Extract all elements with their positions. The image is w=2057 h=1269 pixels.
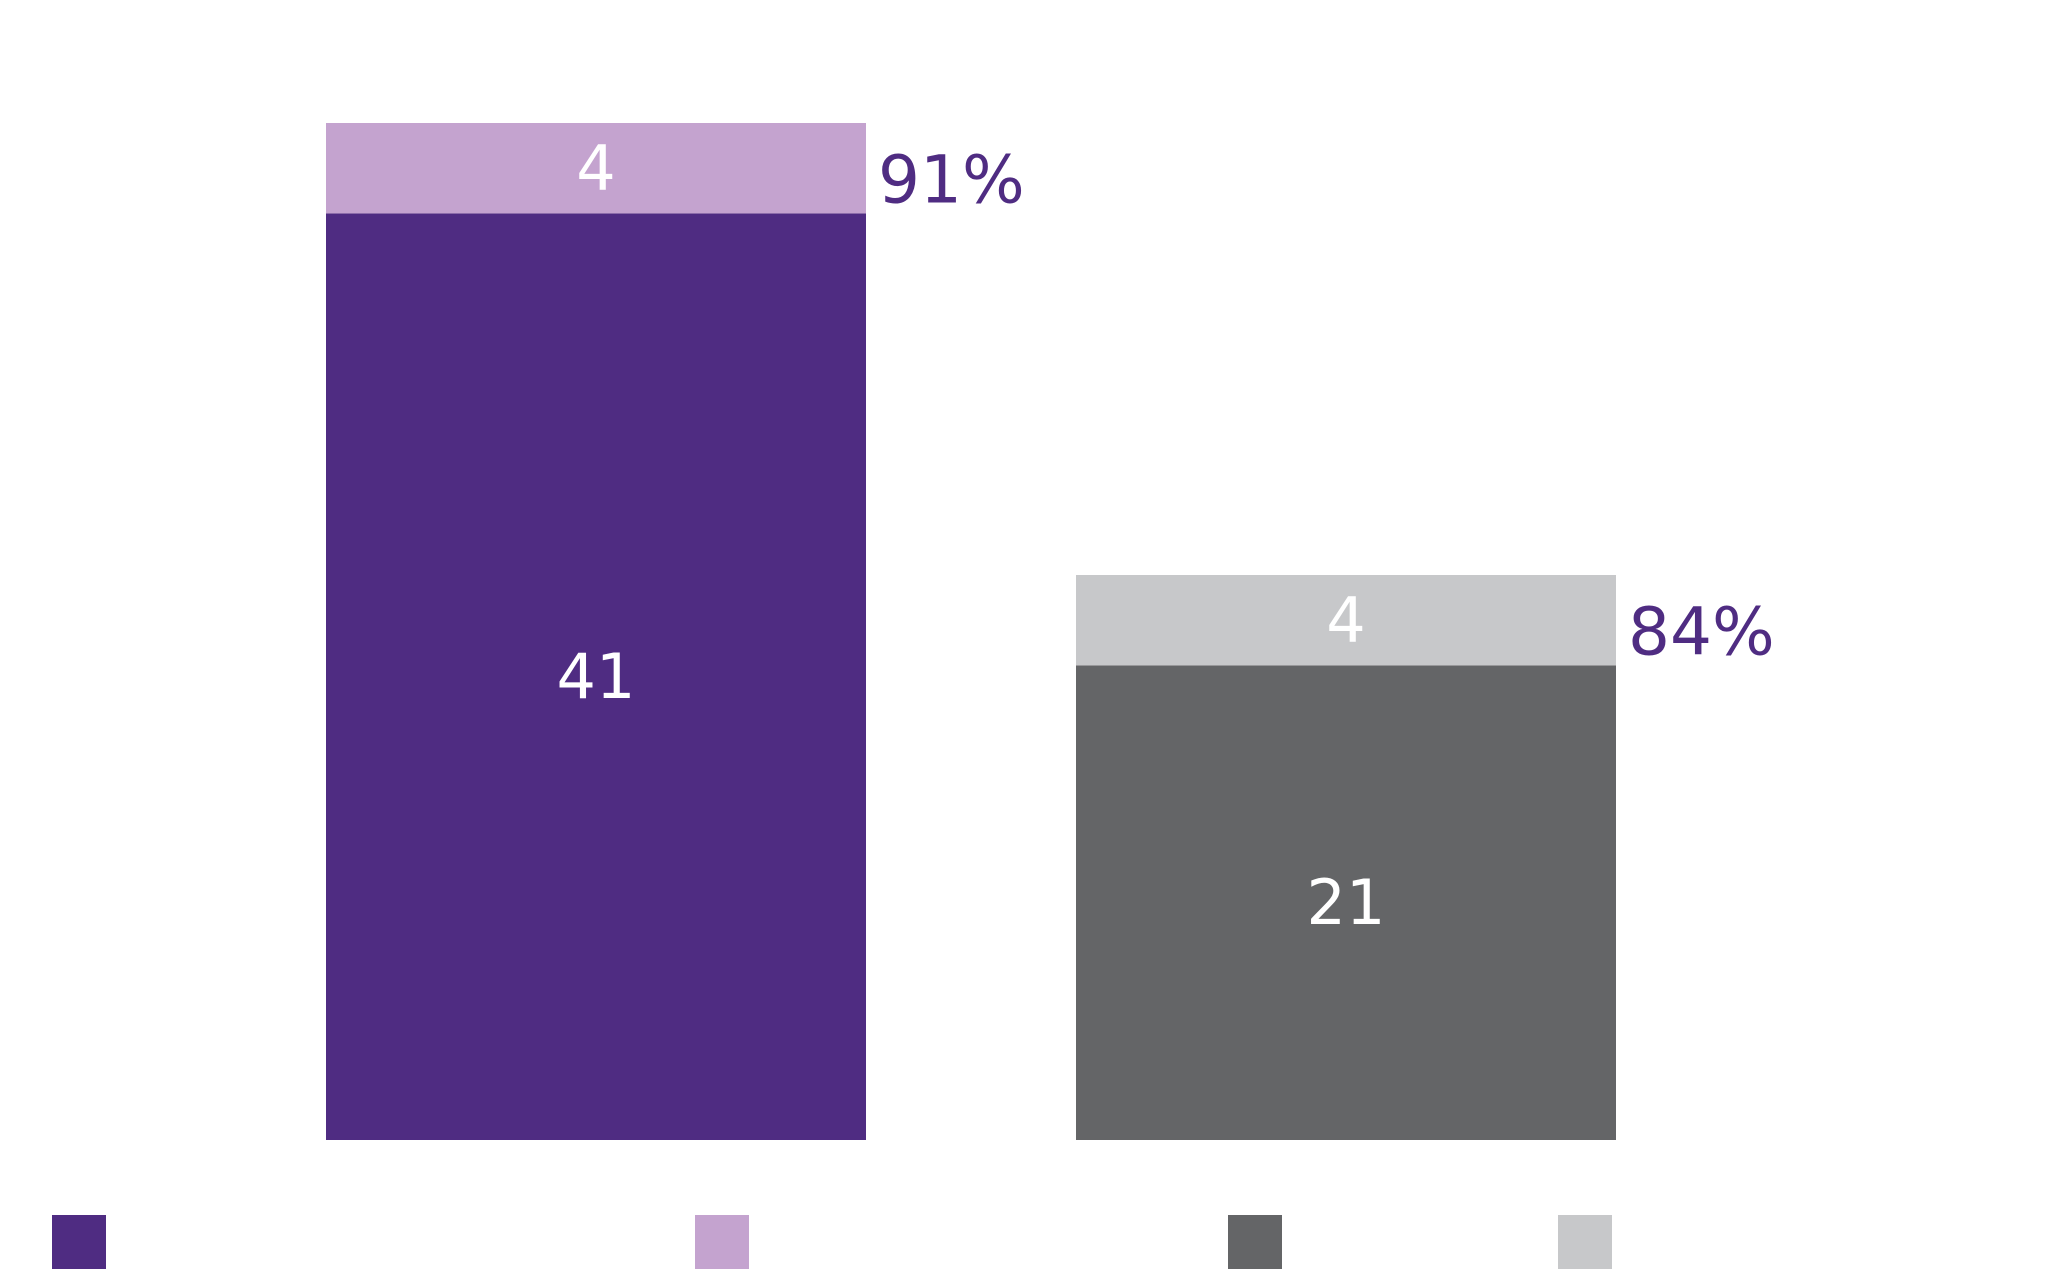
bar-2-segment-2 [1076,575,1616,666]
legend-swatch-3 [1228,1215,1282,1269]
bar-1-total-label: 91% [878,142,1025,219]
legend-swatch-1 [52,1215,106,1269]
bars-group: 41 4 91% 21 4 84% [326,123,1775,1140]
bar-1-segment-1-label: 41 [557,640,636,713]
bar-2-total-label: 84% [1628,594,1775,671]
bar-2-segment-1 [1076,665,1616,1140]
legend [52,1215,1612,1269]
bar-1-segment-1 [326,213,866,1140]
legend-swatch-2 [695,1215,749,1269]
bar-2-segment-1-label: 21 [1307,866,1386,939]
legend-swatch-4 [1558,1215,1612,1269]
bar-1-segment-2-label: 4 [576,132,615,205]
bar-1-segment-2 [326,123,866,214]
bar-2-segment-2-label: 4 [1326,584,1365,657]
